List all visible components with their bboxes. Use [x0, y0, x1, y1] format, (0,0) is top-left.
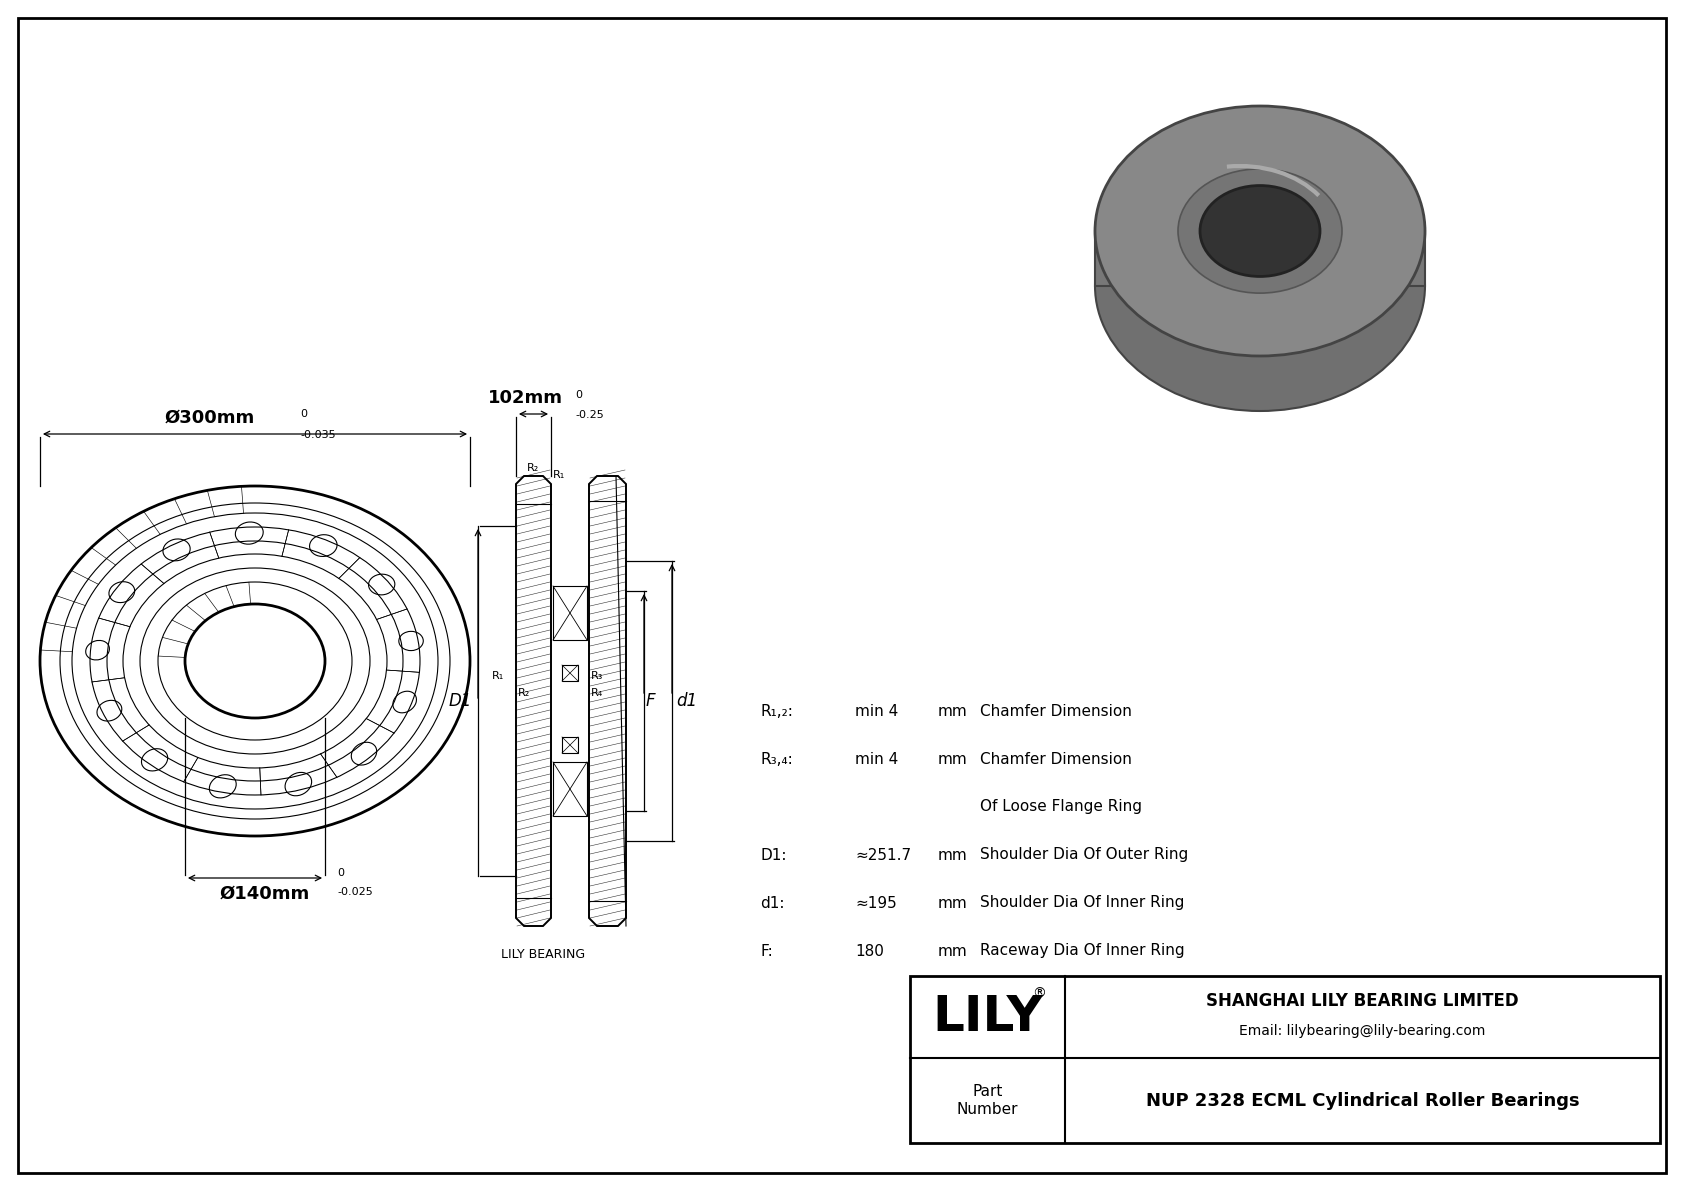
Text: Part
Number: Part Number	[957, 1084, 1019, 1117]
Bar	[909, 975, 1660, 1143]
Text: d1:: d1:	[759, 896, 785, 910]
Text: LILY: LILY	[933, 993, 1042, 1041]
Text: mm: mm	[938, 896, 968, 910]
Text: R₁: R₁	[552, 470, 566, 480]
Text: Of Loose Flange Ring: Of Loose Flange Ring	[980, 799, 1142, 815]
Text: Chamfer Dimension: Chamfer Dimension	[980, 704, 1132, 718]
Text: min 4: min 4	[855, 704, 898, 718]
Text: Raceway Dia Of Inner Ring: Raceway Dia Of Inner Ring	[980, 943, 1184, 959]
Text: ®: ®	[1032, 987, 1046, 1000]
Text: 180: 180	[855, 943, 884, 959]
Text: SHANGHAI LILY BEARING LIMITED: SHANGHAI LILY BEARING LIMITED	[1206, 992, 1519, 1010]
Ellipse shape	[1179, 169, 1342, 293]
Text: D1:: D1:	[759, 848, 786, 862]
Text: ≈195: ≈195	[855, 896, 898, 910]
Text: Shoulder Dia Of Outer Ring: Shoulder Dia Of Outer Ring	[980, 848, 1189, 862]
Text: R₄: R₄	[591, 688, 603, 698]
Text: R₂: R₂	[527, 463, 539, 473]
Text: R₃,₄:: R₃,₄:	[759, 752, 793, 767]
Text: Ø140mm: Ø140mm	[221, 885, 310, 903]
Text: R₃: R₃	[591, 671, 603, 681]
Text: Email: lilybearing@lily-bearing.com: Email: lilybearing@lily-bearing.com	[1239, 1024, 1485, 1039]
Text: R₁,₂:: R₁,₂:	[759, 704, 793, 718]
Text: mm: mm	[938, 704, 968, 718]
Ellipse shape	[1095, 161, 1425, 411]
Text: min 4: min 4	[855, 752, 898, 767]
Text: R₂: R₂	[519, 688, 530, 698]
Text: d1: d1	[675, 692, 697, 710]
Ellipse shape	[1201, 186, 1320, 276]
Text: F:: F:	[759, 943, 773, 959]
Text: NUP 2328 ECML Cylindrical Roller Bearings: NUP 2328 ECML Cylindrical Roller Bearing…	[1145, 1091, 1580, 1110]
Text: ≈251.7: ≈251.7	[855, 848, 911, 862]
Text: 102mm: 102mm	[488, 389, 562, 407]
Text: Shoulder Dia Of Inner Ring: Shoulder Dia Of Inner Ring	[980, 896, 1184, 910]
Text: D1: D1	[448, 692, 472, 710]
Text: -0.025: -0.025	[337, 887, 372, 897]
Text: 0: 0	[337, 868, 344, 878]
Bar	[552, 586, 588, 640]
Text: -0.25: -0.25	[576, 410, 605, 420]
Text: mm: mm	[938, 943, 968, 959]
Text: Ø300mm: Ø300mm	[165, 409, 254, 428]
Text: F: F	[647, 692, 655, 710]
Text: LILY BEARING: LILY BEARING	[502, 948, 586, 961]
Text: 0: 0	[576, 389, 583, 400]
Text: -0.035: -0.035	[300, 430, 335, 439]
Bar	[562, 737, 578, 753]
Polygon shape	[1201, 231, 1320, 286]
Text: R₁: R₁	[492, 671, 504, 681]
Ellipse shape	[1095, 106, 1425, 356]
Bar	[562, 665, 578, 681]
Text: Chamfer Dimension: Chamfer Dimension	[980, 752, 1132, 767]
Text: mm: mm	[938, 848, 968, 862]
Text: 0: 0	[300, 409, 306, 419]
Bar	[552, 762, 588, 816]
Text: mm: mm	[938, 752, 968, 767]
Polygon shape	[1095, 231, 1425, 286]
